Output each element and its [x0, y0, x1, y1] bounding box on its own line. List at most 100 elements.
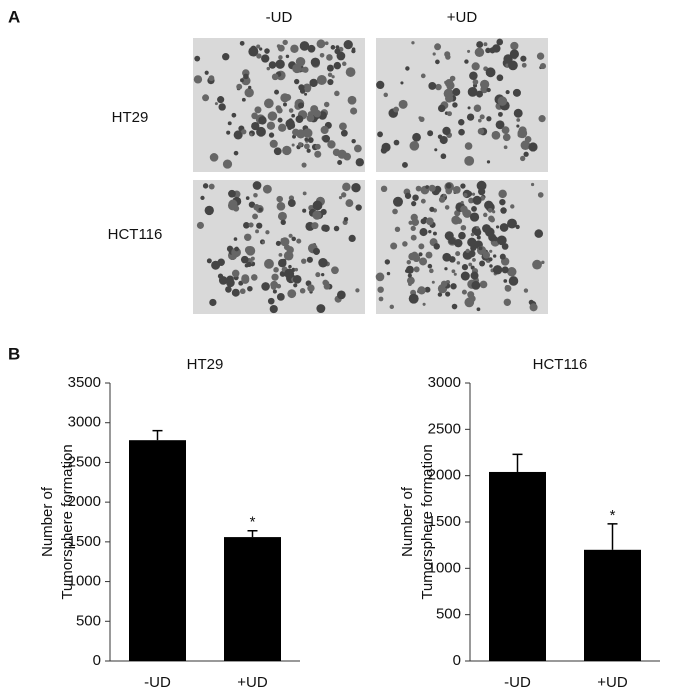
- cell: [460, 224, 467, 231]
- cell: [384, 259, 391, 265]
- cell: [206, 258, 212, 264]
- cell: [411, 218, 420, 227]
- cell: [467, 106, 471, 110]
- cell: [471, 205, 477, 212]
- cell: [420, 73, 426, 79]
- column-label: +UD: [447, 9, 478, 26]
- cell: [466, 113, 475, 121]
- cell: [392, 208, 398, 215]
- bar: [224, 537, 281, 661]
- cell: [321, 224, 329, 232]
- cell: [282, 102, 287, 107]
- cell: [486, 160, 491, 164]
- cell: [492, 265, 503, 275]
- cell: [291, 236, 296, 242]
- cell: [418, 252, 423, 257]
- cell: [204, 205, 214, 216]
- cell: [380, 147, 388, 154]
- cell: [217, 273, 224, 279]
- cell: [320, 125, 329, 135]
- cell: [471, 192, 476, 196]
- cell: [239, 40, 245, 46]
- cell: [404, 192, 412, 199]
- cell: [292, 128, 300, 137]
- cell: [539, 63, 547, 70]
- cell: [249, 133, 253, 137]
- cell: [348, 234, 356, 243]
- cell: [534, 229, 544, 238]
- cell: [501, 126, 510, 135]
- cell: [291, 143, 295, 147]
- cell: [253, 192, 258, 198]
- cell: [445, 54, 451, 60]
- cell: [337, 160, 343, 165]
- cell: [402, 162, 408, 168]
- cell: [243, 73, 249, 80]
- cell: [280, 237, 290, 247]
- cell: [297, 102, 305, 109]
- cell: [261, 54, 270, 63]
- cell: [333, 61, 342, 70]
- cell: [445, 94, 454, 103]
- cell: [295, 115, 304, 124]
- cell: [476, 180, 487, 191]
- cell: [281, 258, 287, 264]
- cell: [477, 118, 482, 123]
- y-tick-label: 2000: [68, 493, 101, 510]
- cell: [248, 85, 252, 90]
- cell: [266, 121, 276, 130]
- cell: [516, 118, 521, 122]
- cell: [280, 219, 286, 225]
- cell: [476, 307, 481, 312]
- cell: [437, 134, 443, 139]
- cell: [276, 202, 286, 211]
- y-tick-label: 1000: [68, 573, 101, 590]
- cell: [413, 266, 420, 273]
- cell: [411, 41, 415, 45]
- cell: [327, 78, 334, 86]
- cell: [437, 292, 443, 297]
- cell: [496, 38, 504, 46]
- cell: [340, 129, 348, 137]
- y-axis-label: Number of: [399, 486, 416, 557]
- row-label: HT29: [112, 109, 149, 126]
- cell: [304, 92, 308, 96]
- cell: [314, 143, 321, 150]
- cell: [284, 268, 295, 279]
- cell: [316, 304, 326, 314]
- cell: [471, 280, 481, 290]
- cell: [277, 117, 283, 123]
- cell: [302, 208, 307, 213]
- cell: [299, 41, 310, 51]
- y-tick-label: 3000: [428, 374, 461, 391]
- cell: [408, 252, 416, 261]
- cell: [392, 196, 403, 207]
- bar: [129, 440, 186, 661]
- cell: [485, 67, 496, 78]
- cell: [470, 271, 479, 280]
- panel-label: B: [8, 344, 20, 363]
- cell: [410, 234, 417, 241]
- cell: [479, 114, 485, 120]
- cell: [502, 133, 511, 142]
- cell: [284, 97, 288, 101]
- cell: [245, 246, 256, 256]
- cell: [342, 182, 351, 192]
- cell: [288, 233, 293, 238]
- cell: [422, 302, 426, 306]
- cell: [277, 44, 285, 52]
- cell: [469, 71, 478, 81]
- x-tick-label: +UD: [597, 674, 628, 691]
- cell: [225, 286, 232, 293]
- cell: [267, 297, 275, 305]
- cell: [226, 278, 235, 288]
- cell: [254, 106, 262, 114]
- cell: [486, 87, 491, 93]
- cell: [460, 271, 470, 281]
- cell: [408, 282, 412, 287]
- cell: [476, 235, 481, 240]
- cell: [331, 75, 335, 79]
- cell: [448, 237, 456, 245]
- cell: [241, 76, 251, 86]
